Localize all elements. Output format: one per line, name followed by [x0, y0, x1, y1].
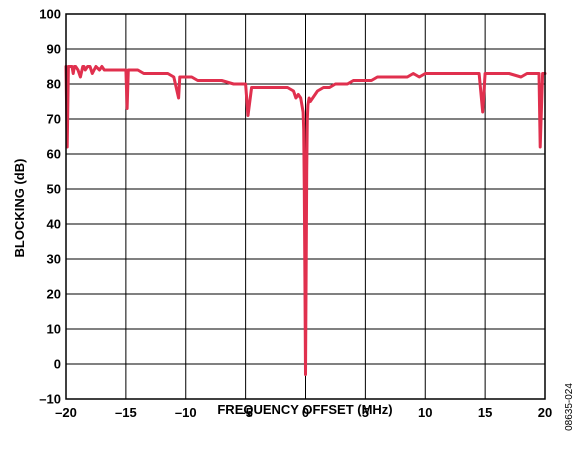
- y-axis-title: BLOCKING (dB): [12, 159, 27, 258]
- y-tick-label: 80: [47, 77, 61, 92]
- x-tick-label: –20: [55, 405, 77, 420]
- y-tick-label: 70: [47, 112, 61, 127]
- x-axis-title: FREQUENCY OFFSET (MHz): [217, 402, 392, 417]
- x-tick-label: –10: [175, 405, 197, 420]
- y-tick-label: 20: [47, 287, 61, 302]
- y-tick-label: 100: [39, 7, 61, 22]
- x-tick-label: 0: [302, 405, 309, 420]
- y-tick-labels: –10 0 10 20 30 40 50 60 70 80 90 100: [39, 7, 61, 407]
- plot-frame: [65, 13, 546, 400]
- y-tick-label: 50: [47, 182, 61, 197]
- y-tick-label: –10: [39, 392, 61, 407]
- figure-id: 08635-024: [564, 383, 574, 431]
- x-tick-label: 10: [418, 405, 432, 420]
- y-tick-label: 30: [47, 252, 61, 267]
- x-tick-label: 15: [478, 405, 492, 420]
- x-tick-label: –5: [238, 405, 252, 420]
- x-tick-label: –15: [115, 405, 137, 420]
- y-tick-label: 10: [47, 322, 61, 337]
- y-tick-label: 0: [54, 357, 61, 372]
- series-layer: [64, 65, 547, 376]
- y-tick-label: 60: [47, 147, 61, 162]
- blocking-series-line: [64, 65, 547, 376]
- y-tick-label: 40: [47, 217, 61, 232]
- x-tick-label: 20: [538, 405, 552, 420]
- x-tick-labels: –20 –15 –10 –5 0 5 10 15 20: [55, 405, 552, 420]
- x-tick-label: 5: [362, 405, 369, 420]
- y-tick-label: 90: [47, 42, 61, 57]
